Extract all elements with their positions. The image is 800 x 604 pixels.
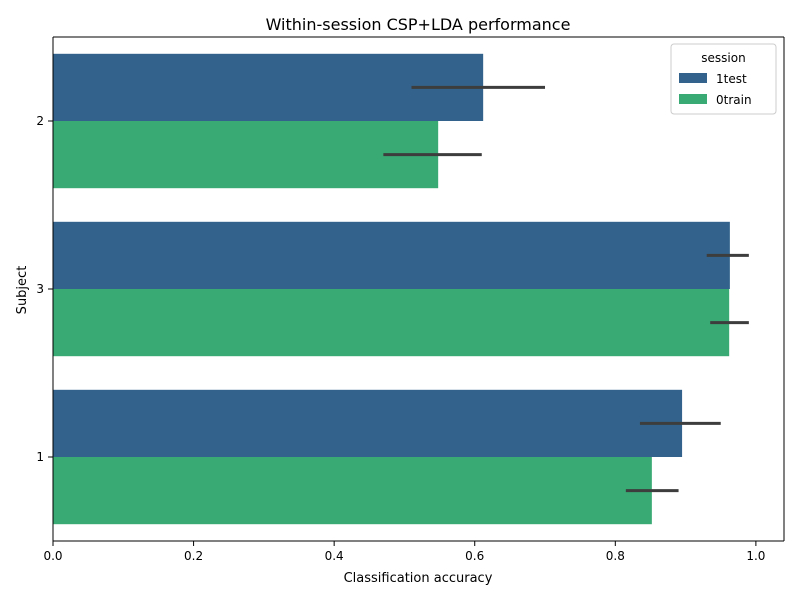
y-tick-label: 3 — [36, 282, 44, 296]
x-tick-label: 0.2 — [184, 549, 203, 563]
legend-swatch-0train — [679, 94, 707, 104]
bar-0train-subject-3 — [53, 289, 730, 357]
x-tick-label: 0.8 — [606, 549, 625, 563]
x-tick-label: 0.0 — [43, 549, 62, 563]
legend-label-0train: 0train — [716, 93, 752, 107]
y-tick-label: 1 — [36, 450, 44, 464]
chart-title: Within-session CSP+LDA performance — [266, 15, 571, 34]
bar-1test-subject-3 — [53, 221, 730, 289]
plot-area: 0.0 0.2 0.4 0.6 0.8 1.0 2 3 1 — [36, 36, 785, 563]
x-tick-label: 1.0 — [746, 549, 765, 563]
legend: session 1test 0train — [670, 43, 777, 115]
y-tick-label: 2 — [36, 114, 44, 128]
legend-swatch-1test — [679, 73, 707, 83]
legend-label-1test: 1test — [716, 72, 747, 86]
legend-title: session — [701, 51, 745, 65]
y-axis-label: Subject — [15, 266, 30, 315]
x-tick-label: 0.4 — [325, 549, 344, 563]
x-tick-label: 0.6 — [465, 549, 484, 563]
x-axis-label: Classification accuracy — [344, 571, 493, 586]
bar-1test-subject-1 — [53, 389, 683, 457]
bar-0train-subject-1 — [53, 457, 652, 525]
bar-0train-subject-2 — [53, 121, 439, 189]
bar-1test-subject-2 — [53, 53, 484, 121]
